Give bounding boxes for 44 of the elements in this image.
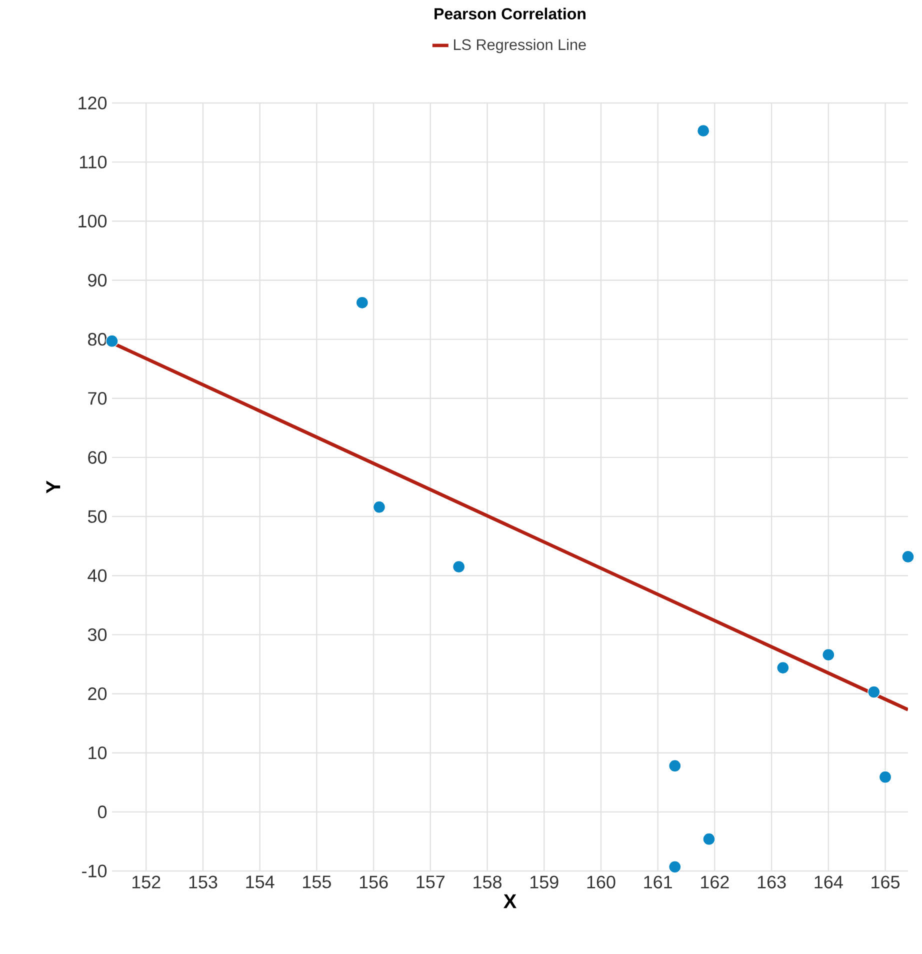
- x-tick-label: 156: [360, 876, 388, 888]
- point: [668, 760, 682, 772]
- point: [868, 686, 880, 698]
- y-axis-title: Y: [46, 480, 60, 494]
- y-tick-label: 110: [80, 156, 107, 168]
- y-tick-label: 60: [88, 451, 107, 464]
- y-tick-label: 100: [78, 214, 107, 228]
- x-tick-label: 153: [189, 876, 218, 888]
- point: [372, 500, 386, 514]
- x-tick-label: 161: [644, 876, 672, 888]
- y-tick-label: 70: [88, 392, 107, 405]
- x-tick-label: 163: [758, 876, 786, 888]
- x-axis-title: X: [504, 894, 516, 908]
- legend-label: LS Regression Line: [454, 38, 586, 54]
- x-tick-label: 160: [587, 876, 616, 888]
- x-tick-label: 164: [814, 876, 843, 888]
- x-tick-label: 158: [474, 876, 502, 888]
- y-tick-label: 20: [88, 687, 107, 700]
- point: [668, 860, 682, 874]
- y-tick-label: 0: [98, 806, 107, 818]
- x-tick-label: 159: [530, 876, 558, 888]
- y-tick-label: 120: [78, 96, 107, 110]
- y-tick-label: 80: [88, 332, 107, 346]
- x-tick-label: 165: [872, 876, 900, 888]
- point: [356, 296, 369, 310]
- y-tick-label: 30: [88, 628, 107, 642]
- point: [776, 661, 790, 674]
- x-tick-label: 152: [132, 876, 160, 888]
- y-tick-label: 90: [88, 274, 107, 287]
- point: [452, 560, 466, 574]
- chart-title: Pearson Correlation: [434, 8, 586, 20]
- point: [822, 648, 835, 662]
- x-tick-label: 162: [701, 876, 729, 888]
- x-tick-label: 155: [303, 876, 331, 888]
- y-tick-label: 10: [88, 746, 107, 760]
- point: [106, 334, 118, 348]
- x-tick-label: 157: [416, 876, 445, 888]
- point: [696, 124, 710, 138]
- x-tick-label: 154: [246, 876, 274, 888]
- point: [878, 770, 892, 784]
- y-tick-label: -10: [82, 864, 107, 878]
- point: [702, 832, 716, 846]
- y-tick-label: 50: [88, 510, 107, 523]
- y-tick-label: 40: [88, 569, 107, 582]
